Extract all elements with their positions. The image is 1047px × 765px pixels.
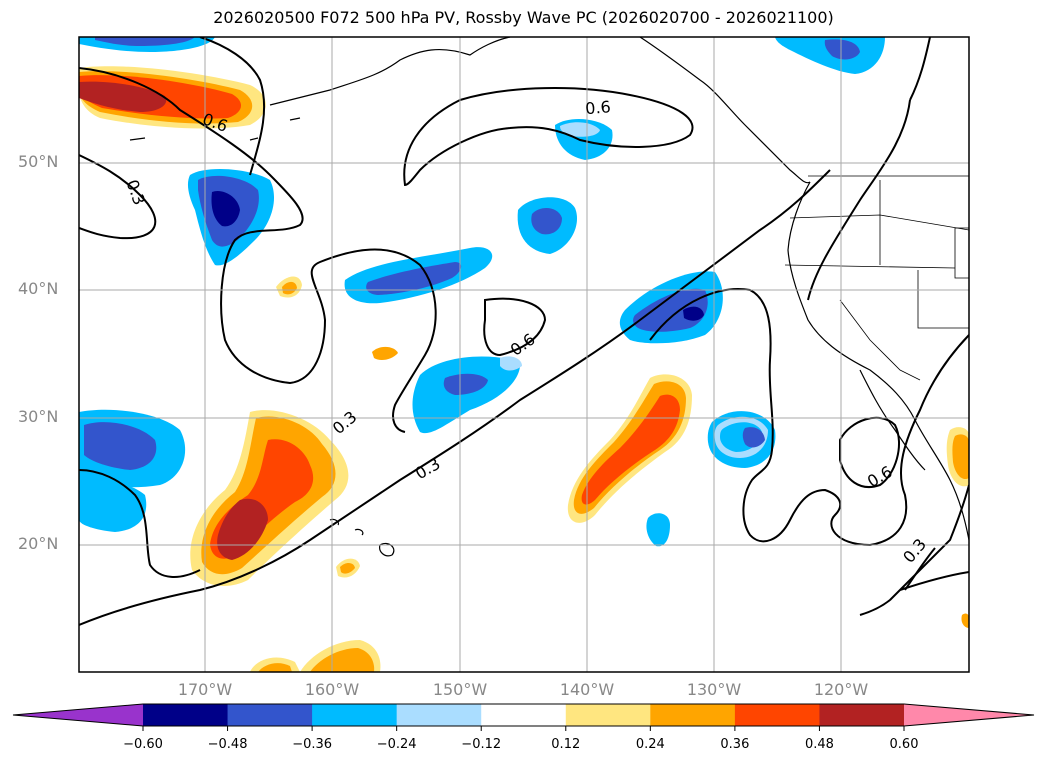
contour-0.3-sw <box>79 469 201 578</box>
colorbar-tick-label: 0.24 <box>635 737 665 752</box>
lon-label-140w: 140°W <box>559 680 615 699</box>
contour-0.6-center <box>483 297 547 357</box>
coastlines <box>129 37 969 557</box>
contour-0.3-se <box>859 484 969 616</box>
west-coast <box>787 181 969 541</box>
contour-0.6-east <box>807 37 931 301</box>
colorbar-right-arrow <box>904 704 1034 726</box>
lat-label-50n: 50°N <box>18 152 59 171</box>
pv-contours <box>79 37 969 626</box>
colorbar-tick-label: −0.60 <box>123 737 163 752</box>
contour-0.3-west <box>79 154 157 240</box>
colorbar-tick-label: 0.60 <box>889 737 919 752</box>
positive-anomaly-small-2 <box>372 346 398 361</box>
colorbar-tick-label: 0.12 <box>551 737 581 752</box>
lat-label-40n: 40°N <box>18 279 59 298</box>
lat-label-20n: 20°N <box>18 534 59 553</box>
negative-anomaly-small <box>646 513 670 547</box>
contour-0.6-loop <box>839 416 900 488</box>
contour-label: 0.6 <box>585 97 612 118</box>
colorbar-tick-label: −0.12 <box>461 737 502 752</box>
lat-label-30n: 30°N <box>18 407 59 426</box>
colorbar-segment <box>481 704 567 726</box>
lon-label-170w: 170°W <box>177 680 233 699</box>
negative-anomaly-ne <box>775 37 885 74</box>
borders <box>784 175 969 381</box>
graticule <box>79 37 969 672</box>
colorbar-tick-label: 0.48 <box>804 737 834 752</box>
colorbar-left-arrow <box>13 704 143 726</box>
colorbar-tick-label: −0.24 <box>376 737 417 752</box>
colorbar-segment <box>565 704 651 726</box>
colorbar-tick-label: −0.48 <box>207 737 248 752</box>
contour-0.6-gulf <box>403 87 694 187</box>
colorbar-segment <box>819 704 905 726</box>
lon-label-160w: 160°W <box>304 680 360 699</box>
colorbar-segment <box>143 704 229 726</box>
colorbar-segment <box>734 704 820 726</box>
map-title: 2026020500 F072 500 hPa PV, Rossby Wave … <box>213 8 834 27</box>
map-frame <box>78 36 970 673</box>
lon-label-120w: 120°W <box>813 680 869 699</box>
contour-0.6-nw <box>79 67 437 433</box>
contour-0.3-main <box>79 169 831 626</box>
lon-label-150w: 150°W <box>432 680 488 699</box>
hawaii <box>329 518 395 557</box>
colorbar-outline <box>12 703 1035 727</box>
lon-label-130w: 130°W <box>686 680 742 699</box>
contour-0.6-arc <box>199 37 266 176</box>
colorbar-segment <box>312 704 398 726</box>
contour-0.6-se <box>649 288 969 547</box>
colorbar-tick-label: 0.36 <box>720 737 750 752</box>
colorbar-segment <box>650 704 736 726</box>
pv-shading <box>79 37 969 672</box>
alaska-coast <box>329 37 511 91</box>
colorbar-segment <box>227 704 313 726</box>
colorbar-segment <box>396 704 482 726</box>
negative-anomaly-150w <box>412 356 521 434</box>
map-canvas: 0.6 0.3 0.3 0.6 0.6 0.3 0.6 0.3 <box>78 36 970 673</box>
colorbar-tick-label: −0.36 <box>292 737 333 752</box>
